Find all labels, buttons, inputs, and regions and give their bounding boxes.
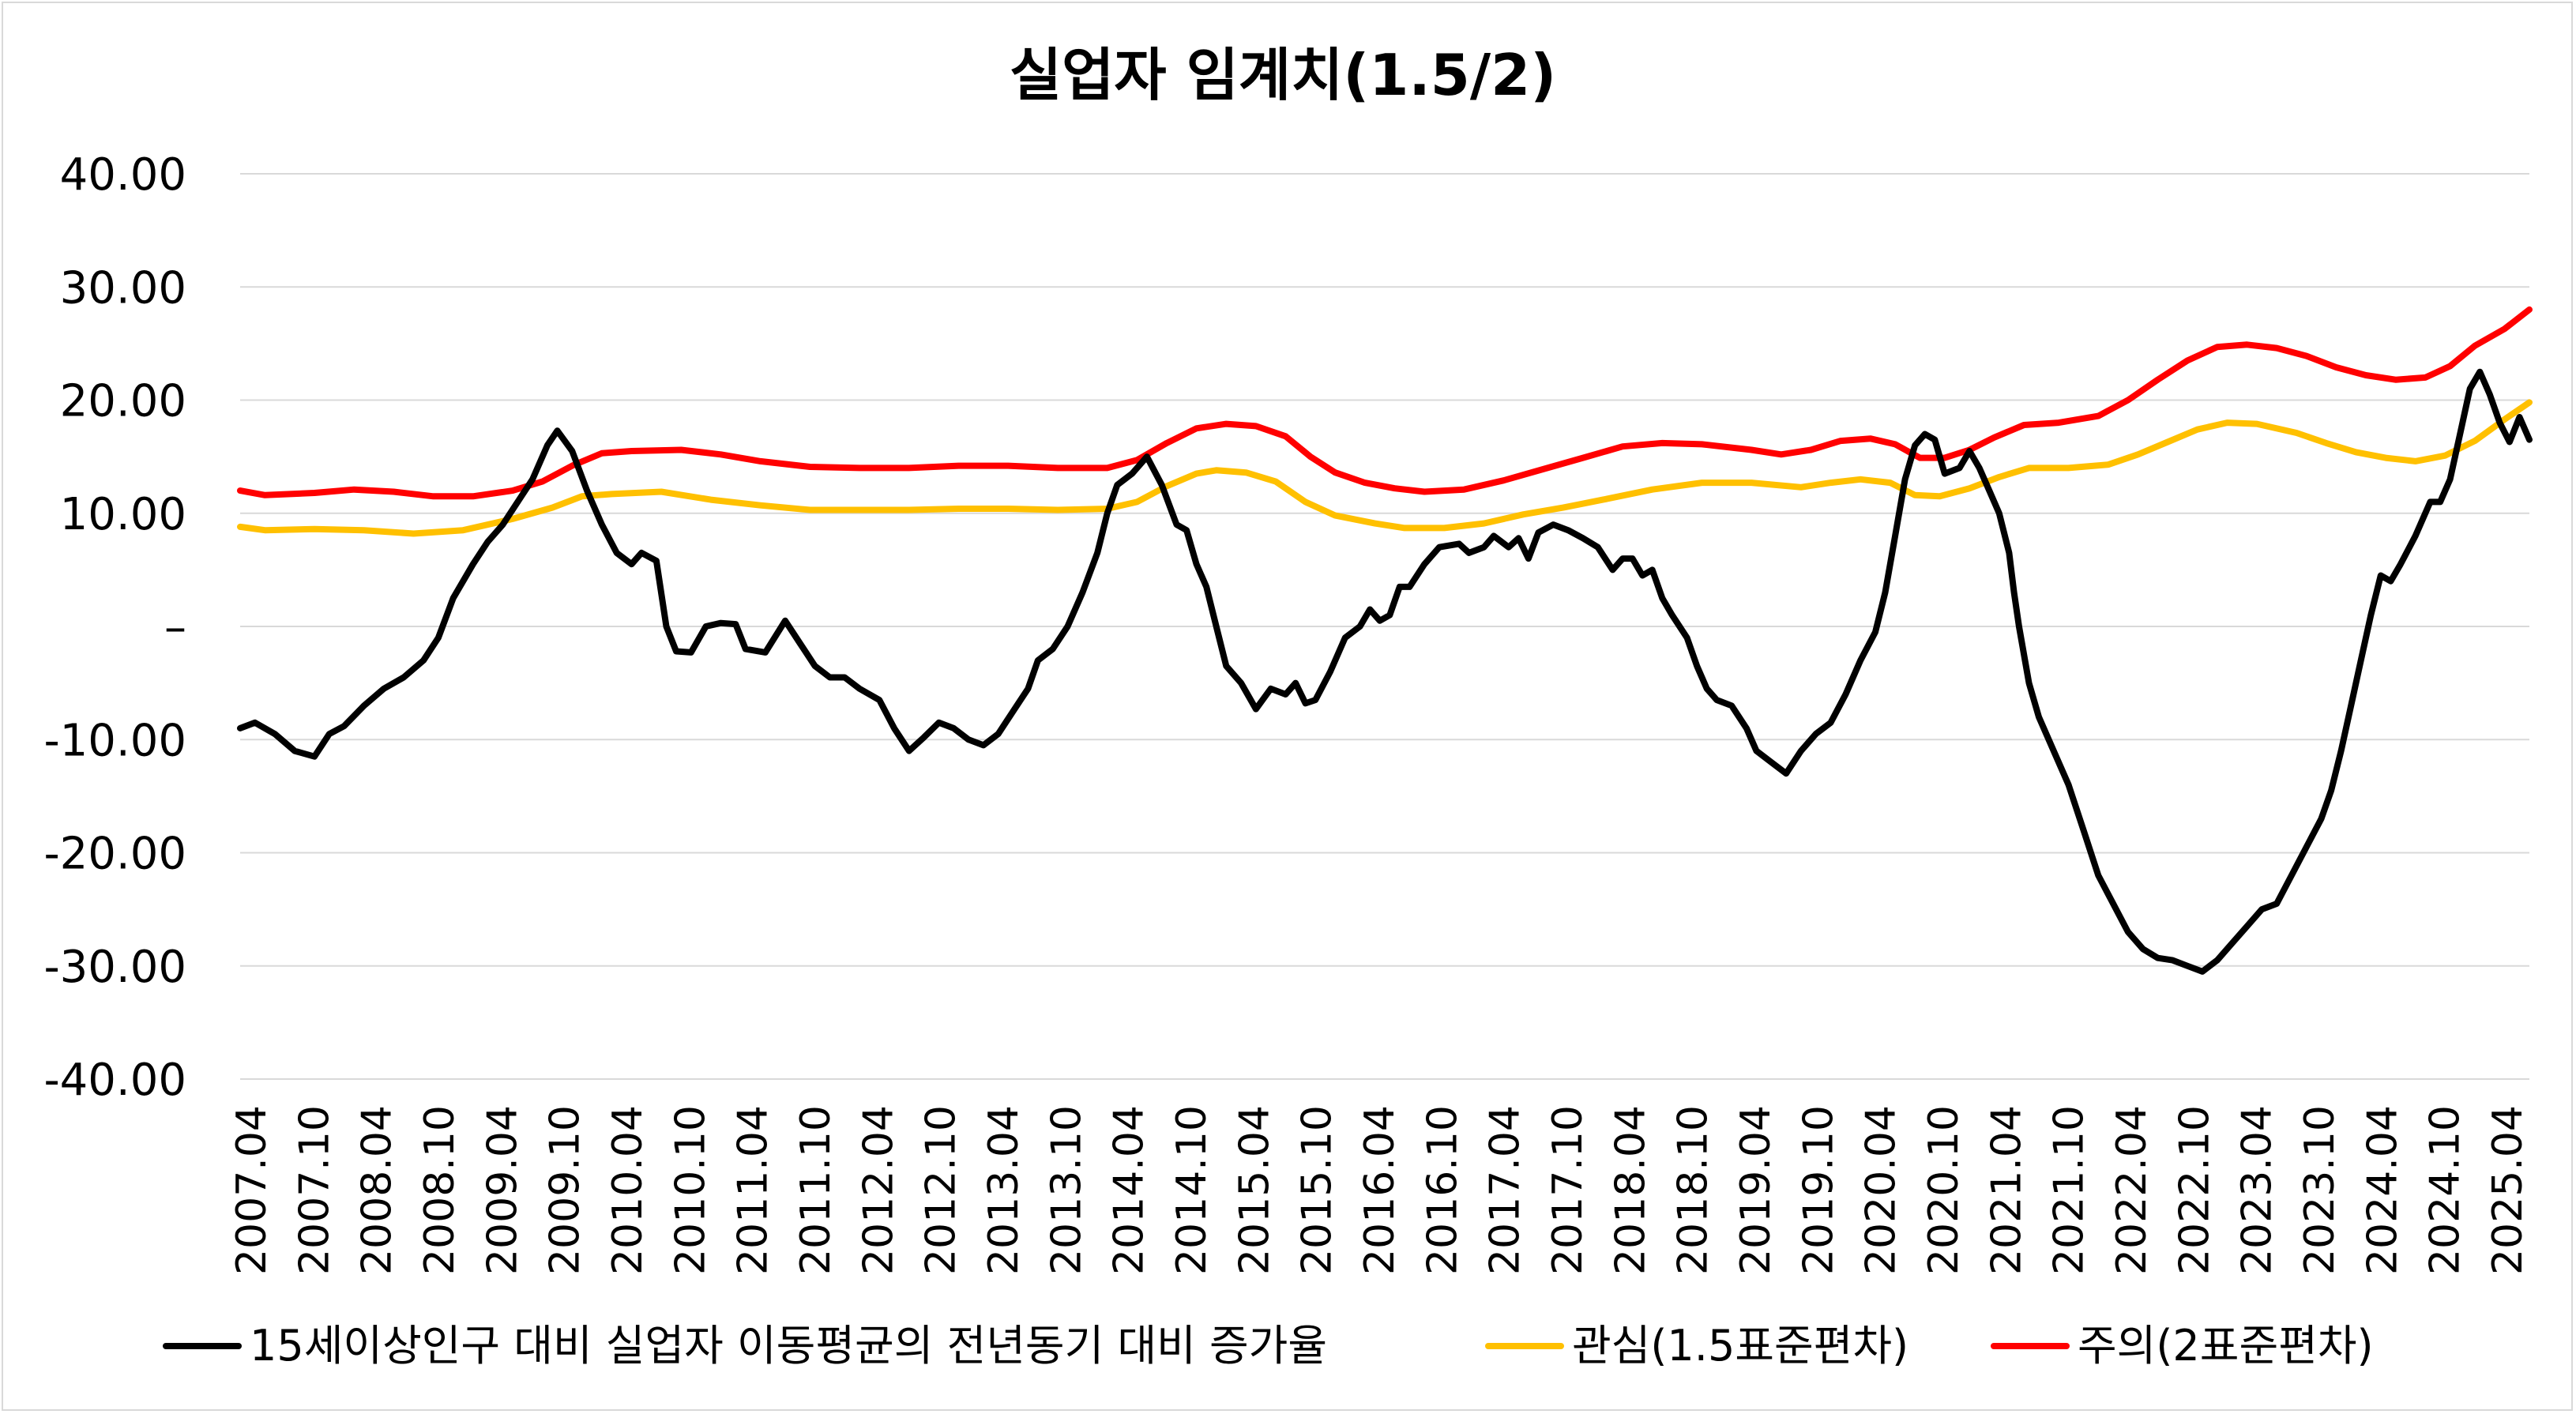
x-tick-label: 2008.04 — [354, 1105, 401, 1275]
legend-label: 관심(1.5표준편차) — [1572, 1321, 1908, 1371]
x-tick-label: 2010.04 — [604, 1105, 652, 1275]
legend-label: 주의(2표준편차) — [2078, 1321, 2374, 1371]
series-line — [237, 368, 2533, 975]
x-tick-label: 2015.04 — [1231, 1105, 1278, 1275]
y-tick-label: – — [164, 602, 186, 653]
chart-svg: 실업자 임계치(1.5/2) 40.00 30.00 20.00 10.00 – -10.… — [43, 42, 2533, 1371]
chart-title: 실업자 임계치(1.5/2) — [1010, 42, 1556, 108]
x-tick-label: 2009.04 — [479, 1105, 526, 1275]
y-tick-label: 10.00 — [60, 489, 186, 540]
x-tick-label: 2007.10 — [291, 1105, 338, 1275]
x-tick-label: 2019.10 — [1795, 1105, 1842, 1275]
x-tick-label: 2011.04 — [730, 1105, 777, 1275]
x-tick-label: 2024.04 — [2359, 1105, 2406, 1275]
x-tick-label: 2016.04 — [1356, 1105, 1404, 1275]
x-tick-label: 2017.10 — [1544, 1105, 1592, 1275]
y-tick-label: -10.00 — [43, 715, 186, 766]
x-axis-ticks: 2007.04 2007.10 2008.04 2008.10 2009.04 2009.… — [228, 1105, 2532, 1275]
x-tick-label: 2021.04 — [1983, 1105, 2030, 1275]
gridlines — [240, 173, 2529, 1080]
x-tick-label: 2021.10 — [2046, 1105, 2093, 1275]
series-line — [237, 306, 2533, 500]
x-tick-label: 2013.10 — [1043, 1105, 1090, 1275]
x-tick-label: 2023.10 — [2296, 1105, 2344, 1275]
legend-label: 15세이상인구 대비 실업자 이동평균의 전년동기 대비 증가율 — [250, 1321, 1327, 1371]
y-tick-label: -30.00 — [43, 942, 186, 993]
x-tick-label: 2018.04 — [1607, 1105, 1654, 1275]
x-tick-label: 2014.04 — [1106, 1105, 1153, 1275]
y-tick-label: 40.00 — [60, 149, 186, 201]
x-tick-label: 2018.10 — [1670, 1105, 1717, 1275]
x-tick-label: 2023.04 — [2234, 1105, 2281, 1275]
y-tick-label: -40.00 — [43, 1055, 186, 1106]
x-tick-label: 2009.10 — [542, 1105, 589, 1275]
x-tick-label: 2020.10 — [1920, 1105, 1968, 1275]
x-tick-label: 2017.04 — [1482, 1105, 1529, 1275]
series-line — [237, 399, 2533, 537]
x-tick-label: 2024.10 — [2422, 1105, 2469, 1275]
x-tick-label: 2007.04 — [228, 1105, 276, 1275]
x-tick-label: 2020.04 — [1858, 1105, 1905, 1275]
y-tick-label: 30.00 — [60, 262, 186, 314]
x-tick-label: 2008.10 — [416, 1105, 464, 1275]
x-tick-label: 2015.10 — [1294, 1105, 1341, 1275]
y-axis-ticks: 40.00 30.00 20.00 10.00 – -10.00 -20.00 -30.00 -… — [43, 149, 186, 1106]
x-tick-label: 2019.04 — [1732, 1105, 1780, 1275]
x-tick-label: 2025.04 — [2484, 1105, 2532, 1275]
x-tick-label: 2014.10 — [1168, 1105, 1216, 1275]
legend: 15세이상인구 대비 실업자 이동평균의 전년동기 대비 증가율 관심(1.5표준… — [163, 1321, 2374, 1371]
x-tick-label: 2012.04 — [855, 1105, 902, 1275]
x-tick-label: 2016.10 — [1419, 1105, 1466, 1275]
series-lines — [237, 306, 2533, 975]
x-tick-label: 2022.10 — [2171, 1105, 2218, 1275]
x-tick-label: 2012.10 — [918, 1105, 965, 1275]
x-tick-label: 2022.04 — [2108, 1105, 2156, 1275]
y-tick-label: 20.00 — [60, 376, 186, 427]
x-tick-label: 2011.10 — [792, 1105, 840, 1275]
y-tick-label: -20.00 — [43, 829, 186, 880]
x-tick-label: 2013.04 — [980, 1105, 1028, 1275]
x-tick-label: 2010.10 — [667, 1105, 714, 1275]
